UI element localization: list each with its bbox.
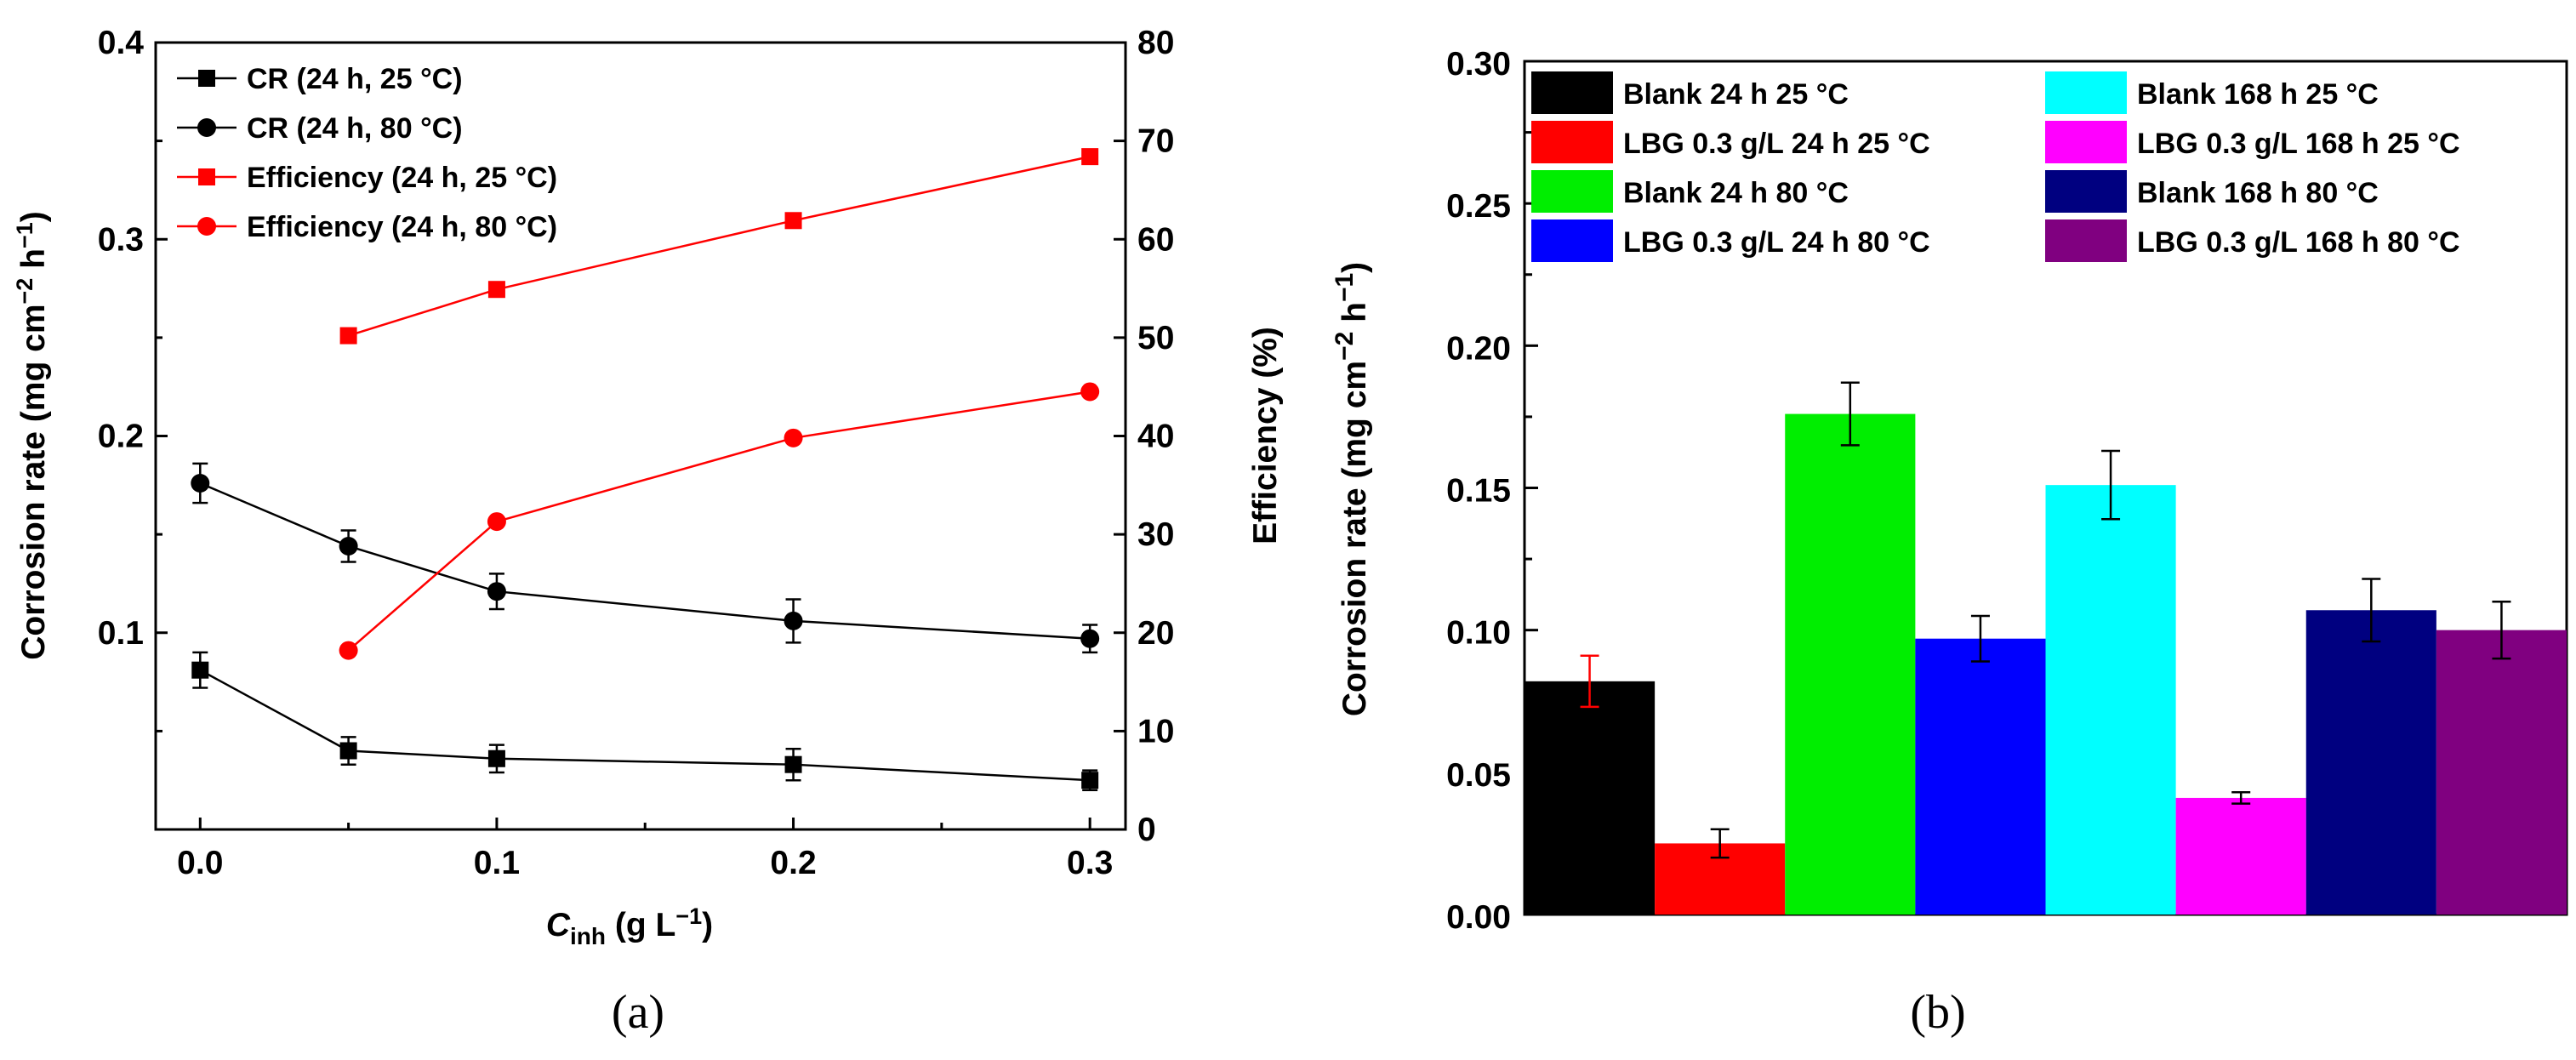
- panel-b-y-tick-label: 0.25: [1446, 188, 1511, 225]
- panel-a-point-square: [1081, 148, 1099, 166]
- panel-a-point-square: [339, 742, 357, 760]
- panel-a-y-tick-label: 0.4: [98, 25, 145, 61]
- panel-b-y-tick-label: 0.20: [1446, 330, 1511, 367]
- panel-b-legend-swatch: [1531, 219, 1613, 262]
- panel-b-y-tick-label: 0.10: [1446, 615, 1511, 652]
- panel-a-legend-label: Efficiency (24 h, 80 °C): [247, 211, 557, 243]
- panel-b-legend-label: Blank 24 h 80 °C: [1623, 177, 1849, 209]
- panel-b-y-tick-label: 0.05: [1446, 757, 1511, 794]
- panel-a-legend-label: CR (24 h, 80 °C): [247, 112, 463, 145]
- panel-a-y2-tick-label: 0: [1137, 812, 1156, 848]
- panel-a-y2-tick-label: 40: [1137, 419, 1174, 455]
- panel-a-ticks: 0.0 0.1 0.2 0.3 0.1 0.2 0.3 0.4 0 10 20 30 40 50 60 70 8…: [98, 25, 1175, 881]
- panel-a-x-tick-label: 0.1: [474, 845, 520, 881]
- panel-a-point-square: [487, 281, 505, 299]
- panel-b-legend-swatch: [1531, 170, 1613, 213]
- panel-b-legend-swatch: [2045, 170, 2127, 213]
- panel-a-legend: CR (24 h, 25 °C) CR (24 h, 80 °C) Efficien…: [177, 63, 557, 243]
- panel-a-x-tick-label: 0.0: [177, 845, 223, 881]
- panel-a-plot-frame: [154, 41, 1127, 831]
- panel-b-y-tick-label: 0.00: [1446, 899, 1511, 936]
- panel-a-series-line-0: [199, 669, 1091, 782]
- panel-a-series-line-1: [199, 482, 1091, 640]
- panel-a-y2-axis-label: Efficiency (%): [1247, 327, 1284, 544]
- panel-a-x-tick-label: 0.3: [1067, 845, 1113, 881]
- panel-b-legend-swatch: [1531, 71, 1613, 114]
- panel-a-point-circle: [1080, 629, 1100, 648]
- panel-a-point-square: [487, 749, 505, 767]
- panel-a-series-line-2: [348, 155, 1091, 337]
- panel-a-y2-tick-label: 50: [1137, 320, 1174, 356]
- panel-a-point-square: [339, 327, 357, 345]
- panel-a-legend-label: CR (24 h, 25 °C): [247, 63, 463, 95]
- panel-a-y2-tick-label: 10: [1137, 713, 1174, 749]
- panel-a-x-axis-label: Cinh (g L−1): [546, 903, 713, 949]
- panel-a-y2-tick-label: 30: [1137, 516, 1174, 553]
- panel-a-y2-tick-label: 70: [1137, 123, 1174, 160]
- panel-b-legend-label: LBG 0.3 g/L 168 h 25 °C: [2137, 128, 2460, 160]
- panel-a-point-circle: [784, 428, 803, 447]
- panel-b-legend-label: Blank 24 h 25 °C: [1623, 78, 1849, 111]
- panel-b-legend-swatch: [2045, 71, 2127, 114]
- panel-b-y-tick-label: 0.15: [1446, 473, 1511, 510]
- panel-b-bar: [2305, 610, 2436, 915]
- panel-b-ticks: 0.00 0.05 0.10 0.15 0.20 0.25 0.30: [1446, 46, 1538, 936]
- panel-b-legend-label: LBG 0.3 g/L 24 h 80 °C: [1623, 226, 1930, 259]
- panel-a-legend-marker: [197, 118, 216, 137]
- panel-b-bars: [1525, 381, 2567, 915]
- panel-a-point-circle: [339, 537, 358, 556]
- panel-a-series-line-3: [347, 390, 1091, 652]
- panel-a-label: (a): [612, 986, 664, 1039]
- panel-b-legend-label: LBG 0.3 g/L 24 h 25 °C: [1623, 128, 1930, 160]
- panel-b-y-axis-label: Corrosion rate (mg cm−2 h−1): [1331, 262, 1373, 716]
- panel-a-legend-marker: [198, 70, 215, 87]
- panel-b-bar: [1915, 638, 2046, 915]
- panel-a-y-axis-label: Corrosion rate (mg cm−2 h−1): [12, 211, 52, 660]
- panel-b-legend-swatch: [2045, 219, 2127, 262]
- panel-a-point-circle: [784, 611, 803, 630]
- panel-a-legend-label: Efficiency (24 h, 25 °C): [247, 162, 557, 194]
- panel-b-legend-label: LBG 0.3 g/L 168 h 80 °C: [2137, 226, 2460, 259]
- panel-a-y2-tick-label: 60: [1137, 221, 1174, 258]
- panel-b-bar: [1525, 681, 1656, 915]
- panel-a-y2-tick-label: 80: [1137, 25, 1174, 61]
- panel-b-bar: [2045, 485, 2176, 915]
- panel-a-point-circle: [191, 474, 210, 493]
- panel-b-chart: 0.00 0.05 0.10 0.15 0.20 0.25 0.30 Blank 24 h …: [1331, 46, 2568, 1039]
- panel-a-point-circle: [487, 512, 506, 532]
- panel-a-y-tick-label: 0.3: [98, 221, 144, 258]
- panel-a-point-square: [1081, 772, 1099, 789]
- panel-a-point-circle: [339, 641, 358, 660]
- panel-a-y-tick-label: 0.2: [98, 419, 144, 455]
- panel-b-bar: [2436, 630, 2567, 915]
- panel-a-point-square: [784, 212, 802, 230]
- panel-b-label: (b): [1910, 986, 1965, 1039]
- panel-a-point-circle: [1080, 382, 1100, 402]
- panel-b-bar: [1785, 413, 1916, 915]
- panel-a-x-tick-label: 0.2: [770, 845, 816, 881]
- panel-b-legend: Blank 24 h 25 °C LBG 0.3 g/L 24 h 25 °C Bl…: [1531, 71, 2460, 262]
- panel-a-series: [191, 148, 1100, 791]
- panel-a-point-square: [784, 755, 802, 773]
- panel-a-point-square: [191, 661, 209, 679]
- panel-a-point-circle: [487, 582, 506, 601]
- panel-b-legend-label: Blank 168 h 25 °C: [2137, 78, 2379, 111]
- panel-b-legend-swatch: [1531, 121, 1613, 163]
- panel-a-legend-marker: [197, 217, 216, 236]
- panel-a-chart: 0.0 0.1 0.2 0.3 0.1 0.2 0.3 0.4 0 10 20 30 40 50 60 70 8…: [12, 25, 1284, 1039]
- panel-a-y2-tick-label: 20: [1137, 615, 1174, 652]
- panel-a-y-tick-label: 0.1: [98, 615, 144, 652]
- panel-b-legend-swatch: [2045, 121, 2127, 163]
- panel-a-legend-marker: [198, 168, 215, 185]
- panel-b-y-tick-label: 0.30: [1446, 46, 1511, 83]
- panel-b-legend-label: Blank 168 h 80 °C: [2137, 177, 2379, 209]
- panel-b-bar: [2175, 797, 2306, 915]
